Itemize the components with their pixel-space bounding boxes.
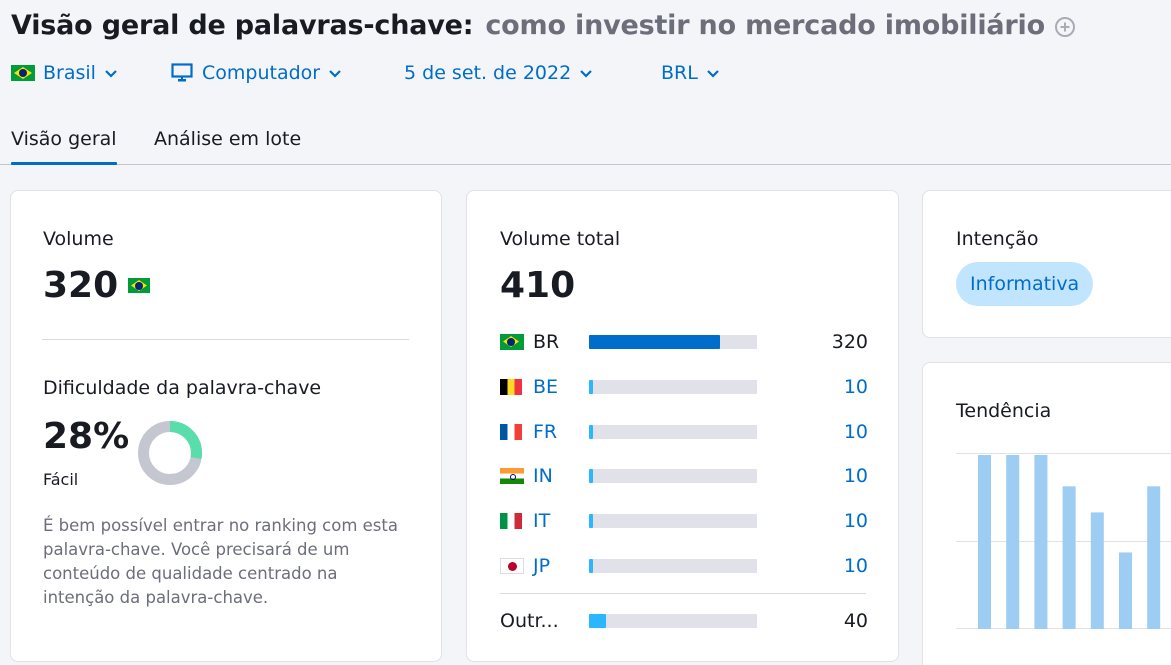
keyword-difficulty-level: Fácil <box>43 470 79 489</box>
country-volume-bar <box>589 379 757 394</box>
intent-label: Intenção <box>956 228 1039 250</box>
trend-card: Tendência <box>922 362 1171 665</box>
monitor-icon <box>171 63 193 82</box>
country-row-in: IN 10 <box>500 464 868 488</box>
keyword-difficulty-description: É bem possível entrar no ranking com est… <box>43 516 398 607</box>
chevron-down-icon <box>580 70 592 78</box>
brazil-flag-icon <box>128 278 150 293</box>
country-volume-value[interactable]: 10 <box>843 555 868 577</box>
tab-overview[interactable]: Visão geral <box>11 128 117 165</box>
currency-dropdown[interactable]: BRL <box>661 62 721 84</box>
trend-chart <box>956 453 1171 629</box>
country-volume-value: 320 <box>831 331 868 353</box>
keyword-difficulty-donut <box>138 421 202 485</box>
trend-bar[interactable] <box>1006 455 1020 629</box>
country-row-be: BE 10 <box>500 375 868 399</box>
trend-bar[interactable] <box>1147 486 1161 629</box>
belgium-flag-icon <box>500 378 522 395</box>
tab-bar: Visão geral Análise em lote <box>0 120 1171 165</box>
chevron-down-icon <box>707 70 719 78</box>
trend-bar[interactable] <box>1062 486 1076 629</box>
other-countries-label[interactable]: Outr... <box>500 610 559 632</box>
tab-batch-analysis[interactable]: Análise em lote <box>154 128 302 150</box>
global-volume-card: Volume total 410 BR 320 BE 10 FR 10 IN 10 IT 10 JP… <box>466 190 899 662</box>
trend-bar[interactable] <box>1119 552 1132 629</box>
country-volume-bar <box>589 469 757 484</box>
country-dropdown[interactable]: Brasil <box>11 62 171 84</box>
country-row-it: IT 10 <box>500 509 868 533</box>
country-code[interactable]: BE <box>533 375 559 398</box>
keyword-title: como investir no mercado imobiliário <box>485 10 1045 41</box>
divider <box>42 339 409 340</box>
country-volume-bar <box>589 514 757 529</box>
country-row-jp: JP 10 <box>500 554 868 578</box>
divider <box>500 593 866 594</box>
trend-bar[interactable] <box>978 455 991 629</box>
country-volume-value[interactable]: 10 <box>843 465 868 488</box>
add-to-list-icon[interactable] <box>1053 14 1077 38</box>
country-code[interactable]: IT <box>533 510 551 533</box>
chevron-down-icon <box>105 70 117 78</box>
page-header: Visão geral de palavras-chave: como inve… <box>11 10 1077 41</box>
france-flag-icon <box>500 423 522 440</box>
other-countries-row: Outr... 40 <box>500 609 868 633</box>
volume-label: Volume <box>43 228 114 250</box>
trend-bar[interactable] <box>1090 512 1104 629</box>
country-code[interactable]: IN <box>533 465 553 488</box>
country-volume-value[interactable]: 10 <box>843 510 868 533</box>
country-volume-value[interactable]: 10 <box>843 375 868 398</box>
date-dropdown[interactable]: 5 de set. de 2022 <box>404 62 661 84</box>
country-row-fr: FR 10 <box>500 420 868 444</box>
brazil-flag-icon <box>11 65 35 81</box>
device-label: Computador <box>202 62 321 84</box>
country-code[interactable]: FR <box>533 420 558 443</box>
intent-card: Intenção Informativa <box>922 190 1171 338</box>
brazil-flag-icon <box>500 334 524 350</box>
device-dropdown[interactable]: Computador <box>171 62 404 84</box>
volume-value: 320 <box>43 265 119 306</box>
global-volume-label: Volume total <box>500 228 621 250</box>
japan-flag-icon <box>500 558 524 574</box>
trend-bar[interactable] <box>1034 455 1048 629</box>
italy-flag-icon <box>500 513 522 530</box>
india-flag-icon <box>500 468 524 485</box>
intent-badge[interactable]: Informativa <box>956 262 1094 306</box>
keyword-difficulty-label: Dificuldade da palavra-chave <box>43 377 322 399</box>
country-volume-bar <box>589 424 757 439</box>
chevron-down-icon <box>329 70 341 78</box>
global-volume-value: 410 <box>500 265 576 306</box>
date-label: 5 de set. de 2022 <box>404 62 572 84</box>
volume-card: Volume 320 Dificuldade da palavra-chave … <box>10 190 442 662</box>
country-label: Brasil <box>43 62 96 84</box>
trend-label: Tendência <box>956 400 1052 422</box>
country-volume-value[interactable]: 10 <box>843 420 868 443</box>
country-code[interactable]: JP <box>533 555 551 577</box>
country-row-br: BR 320 <box>500 330 868 354</box>
country-volume-bar <box>589 559 757 573</box>
keyword-difficulty-value: 28% <box>43 416 130 457</box>
other-countries-bar <box>589 614 757 628</box>
currency-label: BRL <box>661 62 698 84</box>
page-title: Visão geral de palavras-chave: <box>11 10 474 41</box>
country-volume-bar <box>589 335 757 349</box>
other-countries-value: 40 <box>843 610 868 632</box>
filter-bar: Brasil Computador 5 de set. de 2022 BRL <box>11 62 721 84</box>
country-code: BR <box>533 331 560 353</box>
